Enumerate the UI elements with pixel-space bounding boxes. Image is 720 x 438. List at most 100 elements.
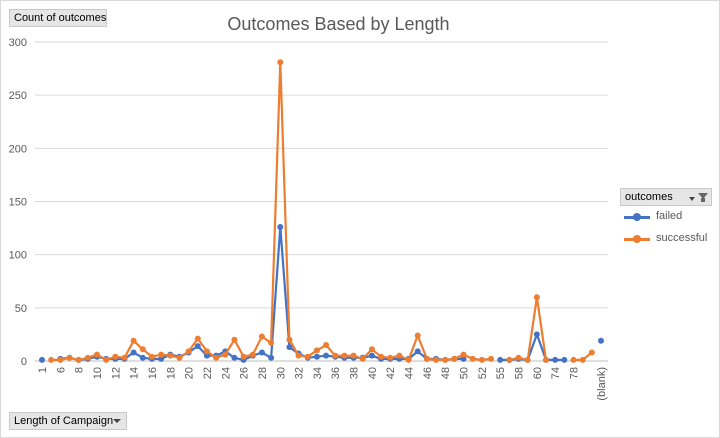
point-successful <box>249 351 256 358</box>
point-successful <box>258 333 265 340</box>
point-successful <box>158 351 165 358</box>
point-successful <box>524 356 531 363</box>
legend-item-failed: failed <box>620 206 712 228</box>
point-successful <box>304 353 311 360</box>
point-successful <box>103 356 110 363</box>
point-successful <box>442 356 449 363</box>
x-tick-label: 26 <box>239 367 251 379</box>
y-tick-label: 50 <box>15 303 27 315</box>
point-successful <box>579 356 586 363</box>
axis-field-label: Length of Campaign <box>14 415 114 427</box>
series-line-successful <box>509 296 548 361</box>
point-successful <box>286 336 293 343</box>
y-tick-label: 250 <box>9 90 27 102</box>
point-successful <box>378 353 385 360</box>
x-tick-label: 22 <box>202 367 214 379</box>
point-failed <box>313 353 320 360</box>
point-successful <box>167 352 174 359</box>
point-failed <box>268 354 275 361</box>
series-line-successful <box>51 61 492 361</box>
x-tick-label: 42 <box>385 367 397 379</box>
point-successful <box>112 353 119 360</box>
series-line-failed <box>60 225 464 361</box>
point-successful <box>387 354 394 361</box>
x-tick-label: 48 <box>440 367 452 379</box>
values-field-button[interactable]: Count of outcomes <box>9 9 107 27</box>
legend-item-successful: successful <box>620 228 712 250</box>
point-successful <box>277 59 284 66</box>
y-tick-label: 150 <box>9 197 27 209</box>
point-successful <box>176 354 183 361</box>
x-tick-label: 34 <box>312 367 324 379</box>
point-successful <box>332 352 339 359</box>
x-tick-label: 50 <box>459 367 471 379</box>
point-successful <box>451 355 458 362</box>
x-tick-label: 10 <box>92 367 104 379</box>
x-tick-label: 38 <box>349 367 361 379</box>
y-tick-label: 0 <box>21 356 27 368</box>
point-successful <box>423 355 430 362</box>
x-tick-label: (blank) <box>596 367 608 401</box>
point-successful <box>460 351 467 358</box>
x-tick-label: 46 <box>422 367 434 379</box>
point-failed <box>552 356 559 363</box>
point-failed <box>258 349 265 356</box>
point-failed <box>286 344 293 351</box>
point-successful <box>268 339 275 346</box>
point-successful <box>488 355 495 362</box>
point-failed <box>497 356 504 363</box>
point-failed <box>277 224 284 231</box>
x-tick-label: 30 <box>275 367 287 379</box>
x-tick-label: 55 <box>495 367 507 379</box>
point-successful <box>84 354 91 361</box>
point-successful <box>405 356 412 363</box>
x-tick-label: 8 <box>74 367 86 373</box>
values-field-label: Count of outcomes <box>14 12 107 24</box>
point-successful <box>313 347 320 354</box>
point-successful <box>533 294 540 301</box>
point-successful <box>203 348 210 355</box>
point-successful <box>478 356 485 363</box>
legend: outcomes failed successful <box>620 188 712 250</box>
point-failed <box>323 352 330 359</box>
point-successful <box>396 352 403 359</box>
filter-icon <box>698 193 708 199</box>
point-successful <box>588 349 595 356</box>
point-failed <box>561 356 568 363</box>
axis-field-button[interactable]: Length of Campaign <box>9 412 127 430</box>
point-successful <box>93 351 100 358</box>
legend-label-failed: failed <box>656 210 683 222</box>
series-line-failed <box>500 333 565 361</box>
x-tick-label: 6 <box>55 367 67 373</box>
point-failed <box>130 349 137 356</box>
point-successful <box>148 353 155 360</box>
x-tick-label: 1 <box>37 367 49 373</box>
point-successful <box>506 356 513 363</box>
legend-label-successful: successful <box>656 232 708 244</box>
x-tick-label: 58 <box>514 367 526 379</box>
x-tick-label: 20 <box>184 367 196 379</box>
point-successful <box>222 351 229 358</box>
point-failed <box>158 355 165 362</box>
point-successful <box>295 352 302 359</box>
point-failed <box>414 348 421 355</box>
point-successful <box>543 356 550 363</box>
point-successful <box>231 336 238 343</box>
x-tick-label: 36 <box>330 367 342 379</box>
x-tick-label: 16 <box>147 367 159 379</box>
point-successful <box>57 356 64 363</box>
x-tick-label: 28 <box>257 367 269 379</box>
point-failed <box>203 352 210 359</box>
point-failed <box>231 354 238 361</box>
point-successful <box>341 352 348 359</box>
point-successful <box>515 354 522 361</box>
point-successful <box>66 354 73 361</box>
point-successful <box>368 346 375 353</box>
point-successful <box>359 355 366 362</box>
legend-field-button[interactable]: outcomes <box>620 188 712 206</box>
x-tick-label: 14 <box>129 367 141 379</box>
chevron-down-icon <box>689 197 695 201</box>
point-failed <box>533 331 540 338</box>
point-failed <box>39 356 45 363</box>
point-successful <box>213 354 220 361</box>
